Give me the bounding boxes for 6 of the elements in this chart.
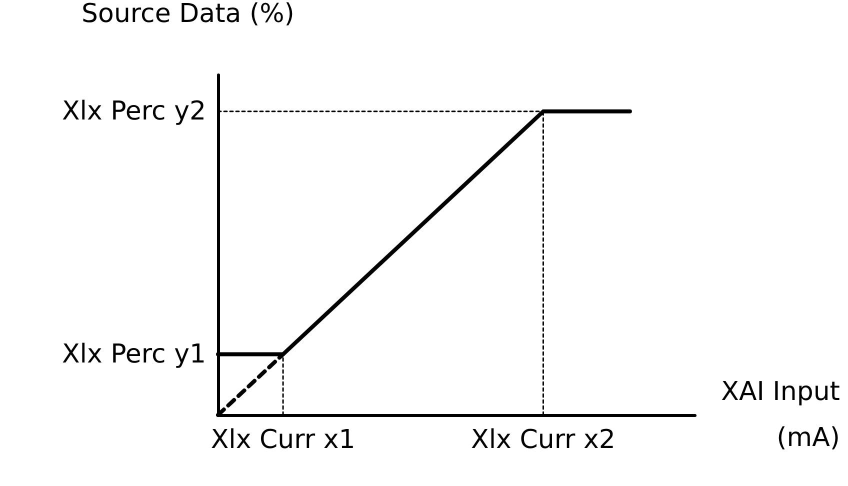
x-tick-label: Xlx Curr x1 <box>210 425 356 455</box>
text: Xlx Perc y2 <box>62 96 206 126</box>
text: Xlx Perc y1 <box>62 339 206 370</box>
y-axis-title: Source Data (%) <box>82 0 294 29</box>
x-tick-label: Xlx Curr x2 <box>471 425 616 455</box>
x-axis-title: XAI Input (mA) <box>721 377 840 453</box>
